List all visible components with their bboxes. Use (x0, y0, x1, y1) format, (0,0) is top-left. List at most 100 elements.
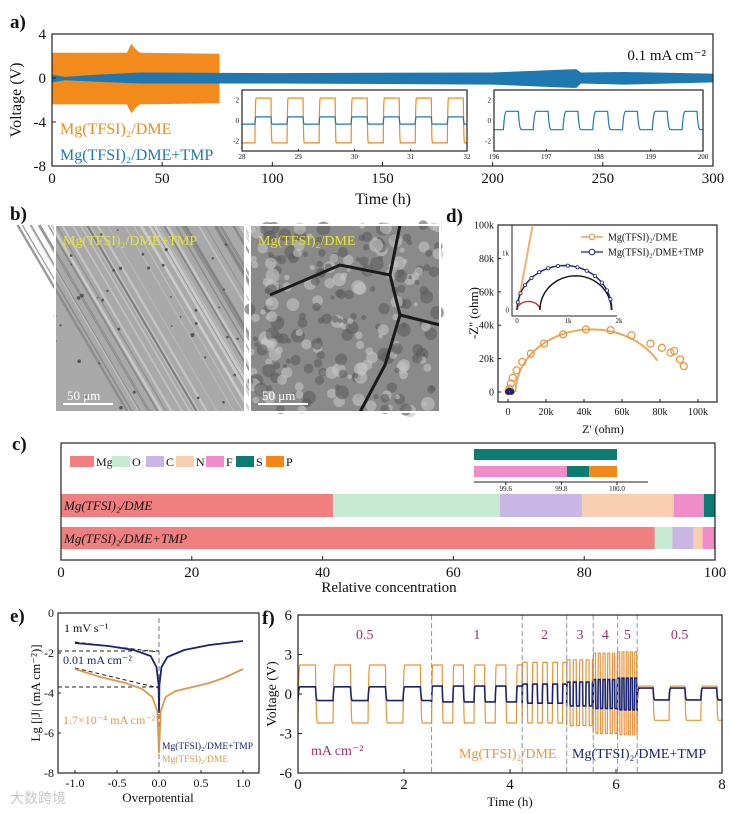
sem-grain (252, 336, 258, 342)
legend-label-c: Mg (96, 455, 113, 469)
legend-swatch-mg (70, 456, 94, 467)
sem-grain (352, 393, 365, 407)
sem-grain (378, 334, 383, 339)
sem-grain (282, 363, 288, 369)
bar-segment-o (333, 494, 500, 517)
y-tick-label-a: -4 (34, 115, 47, 131)
annotation-j-dme: 1.7×10⁻⁴ mA cm⁻² (63, 713, 156, 727)
rate-label: 0.5 (356, 628, 374, 643)
sem-pit (119, 405, 123, 410)
sem-grain (413, 302, 418, 307)
y-tick-label-f: -3 (280, 727, 293, 743)
sem-border (249, 224, 441, 413)
sem-pit (112, 268, 116, 272)
sem-grain (335, 353, 348, 366)
x-tick-label-c: 60 (446, 565, 461, 581)
inset-x-tick-label: 199 (646, 153, 657, 161)
rate-label: 1 (473, 628, 480, 643)
sem-grain (290, 354, 301, 366)
sem-pit (222, 288, 225, 291)
sem-grain (260, 309, 266, 315)
sem-grain (316, 260, 323, 268)
sem-grain (313, 359, 323, 368)
sem-grain (251, 261, 259, 269)
sem-pit (196, 396, 200, 400)
sem-grain (247, 348, 255, 356)
sem-grain (377, 324, 389, 336)
rate-label: 4 (602, 628, 609, 643)
sem-grain (252, 396, 259, 404)
x-tick-label-c: 100 (704, 565, 727, 581)
bar-segment-c (672, 527, 694, 549)
sem-grain (329, 253, 339, 263)
sem-streak (37, 224, 151, 413)
sem-grain (335, 289, 344, 298)
x-tick-label-e: 1.0 (236, 776, 251, 790)
sem-grain (361, 314, 367, 321)
sem-grain (316, 337, 322, 343)
legend-label-c: N (196, 455, 205, 469)
sem-grain (379, 222, 392, 235)
data-point-dme (508, 373, 517, 382)
inset-x-tick-label: 29 (295, 153, 303, 161)
sem-grain (394, 367, 400, 374)
sem-grain (256, 344, 268, 356)
sem-streak (50, 224, 163, 413)
panel-label-e: e) (10, 606, 25, 627)
sem-pit (236, 337, 239, 341)
data-point-dme (526, 349, 535, 358)
sem-grain (369, 286, 376, 292)
sem-grain (338, 369, 348, 378)
sem-grain (402, 233, 412, 242)
bar-segment-mg (61, 494, 334, 517)
sem-pit (76, 296, 81, 300)
sem-grain (342, 318, 348, 325)
y-tick-label-d: 0 (489, 388, 494, 399)
sem-grain (249, 255, 257, 263)
inset-point-tmp (523, 283, 528, 288)
inset-c-tick-label: 99.8 (555, 485, 568, 493)
sem-grain (312, 302, 321, 312)
sem-pit (170, 295, 172, 298)
y-axis-label-d: -Z'' (ohm) (466, 287, 481, 339)
legend-swatch-o (112, 456, 130, 467)
inset-d-y-tick-label: 0 (506, 307, 510, 315)
inset-c-bar-dme-s (474, 449, 617, 460)
sem-grain (275, 255, 282, 262)
sem-grain (420, 397, 435, 411)
x-tick-label-d: 20k (539, 407, 554, 418)
x-tick-label-c: 0 (57, 565, 65, 581)
inset-point-tmp (605, 288, 610, 293)
inset-series-line-0 (242, 97, 467, 144)
sem-grain (399, 247, 405, 253)
sem-grain (365, 400, 377, 412)
legend-marker-d (588, 233, 596, 241)
y-tick-label-d: 60k (479, 287, 494, 298)
inset-point-tmp (529, 276, 534, 281)
sem-grain (361, 359, 373, 371)
sem-image-1 (244, 220, 444, 418)
sem-label-0: Mg(TFSI)₂/DME+TMP (63, 234, 197, 249)
sem-grain (412, 353, 423, 364)
sem-grain (347, 374, 353, 380)
sem-grain (325, 366, 339, 379)
sem-streak (140, 224, 253, 413)
sem-grain (423, 264, 431, 272)
sem-pit (224, 243, 228, 246)
x-tick-label-f: 4 (506, 777, 514, 793)
rate-label: 3 (576, 628, 583, 643)
fit-line-dme (514, 328, 659, 393)
x-axis-label-a: Time (h) (355, 191, 411, 208)
x-axis-label-d: Z' (ohm) (582, 422, 624, 436)
sem-streak (21, 224, 133, 413)
sem-streak (84, 224, 196, 413)
sem-pit (96, 297, 99, 299)
inset-x-tick-label: 31 (407, 153, 415, 161)
sem-pit (226, 335, 229, 339)
sem-pit (69, 254, 73, 257)
sem-grain (362, 244, 370, 251)
bar-category-label: Mg(TFSI)₂/DME+TMP (63, 531, 187, 546)
sem-grain (373, 394, 379, 400)
sem-grain (267, 251, 274, 258)
sem-pit (194, 322, 198, 326)
